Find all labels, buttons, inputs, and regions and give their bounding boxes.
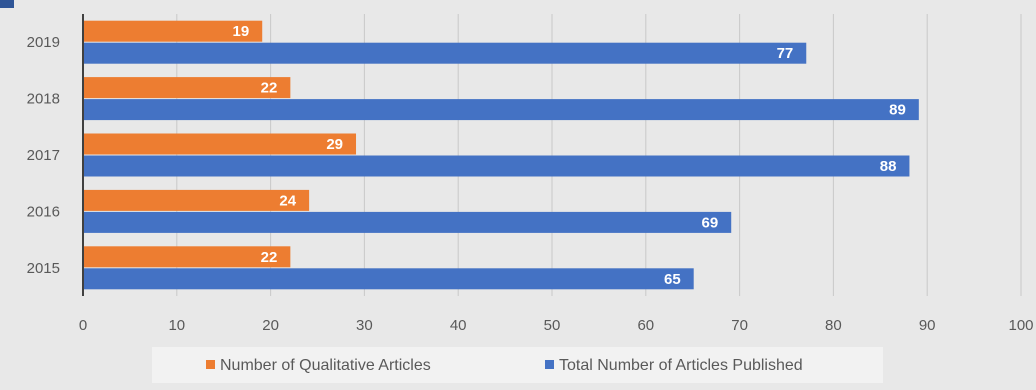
data-label-qualitative-2017: 29 [326,136,343,153]
bar-qualitative-2017 [84,133,357,155]
data-label-total-2019: 77 [777,45,794,62]
x-tick-label: 10 [168,317,185,334]
bar-qualitative-2015 [84,246,291,268]
bar-qualitative-2019 [84,20,263,42]
bar-total-2016 [84,211,732,233]
x-tick-label: 70 [731,317,748,334]
y-tick-label-2016: 2016 [27,203,60,220]
x-tick-label: 30 [356,317,373,334]
bar-total-2015 [84,268,694,290]
legend-label-total: Total Number of Articles Published [559,357,803,374]
bar-total-2018 [84,99,919,121]
bar-qualitative-2016 [84,189,310,211]
bar-total-2019 [84,42,807,64]
data-label-qualitative-2015: 22 [261,249,278,266]
data-label-total-2016: 69 [702,214,719,231]
x-tick-label: 90 [919,317,936,334]
data-labels: 19 77 22 89 29 88 24 69 22 65 [233,23,906,288]
data-label-total-2018: 89 [889,102,906,119]
y-tick-label-2018: 2018 [27,91,60,108]
bars [84,20,919,290]
x-tick-label: 100 [1008,317,1033,334]
x-tick-label: 80 [825,317,842,334]
data-label-qualitative-2016: 24 [279,192,296,209]
legend-box [152,347,883,383]
y-tick-label-2019: 2019 [27,34,60,51]
legend-swatch-total [545,360,554,369]
x-tick-label: 0 [79,317,87,334]
y-tick-label-2015: 2015 [27,260,60,277]
x-tick-label: 50 [544,317,561,334]
legend-swatch-qualitative [206,360,215,369]
y-axis-ticks: 2019 2018 2017 2016 2015 [27,34,60,277]
y-tick-label-2017: 2017 [27,147,60,164]
bar-total-2017 [84,155,910,177]
legend-label-qualitative: Number of Qualitative Articles [220,357,431,374]
data-label-total-2015: 65 [664,271,681,288]
legend: Number of Qualitative Articles Total Num… [152,347,883,383]
corner-accent [0,0,14,8]
bar-qualitative-2018 [84,77,291,99]
data-label-qualitative-2018: 22 [261,80,278,97]
x-axis-ticks: 0 10 20 30 40 50 60 70 80 90 100 [79,317,1034,334]
data-label-qualitative-2019: 19 [233,23,250,40]
data-label-total-2017: 88 [880,158,897,175]
x-tick-label: 20 [262,317,279,334]
x-tick-label: 60 [637,317,654,334]
x-tick-label: 40 [450,317,467,334]
